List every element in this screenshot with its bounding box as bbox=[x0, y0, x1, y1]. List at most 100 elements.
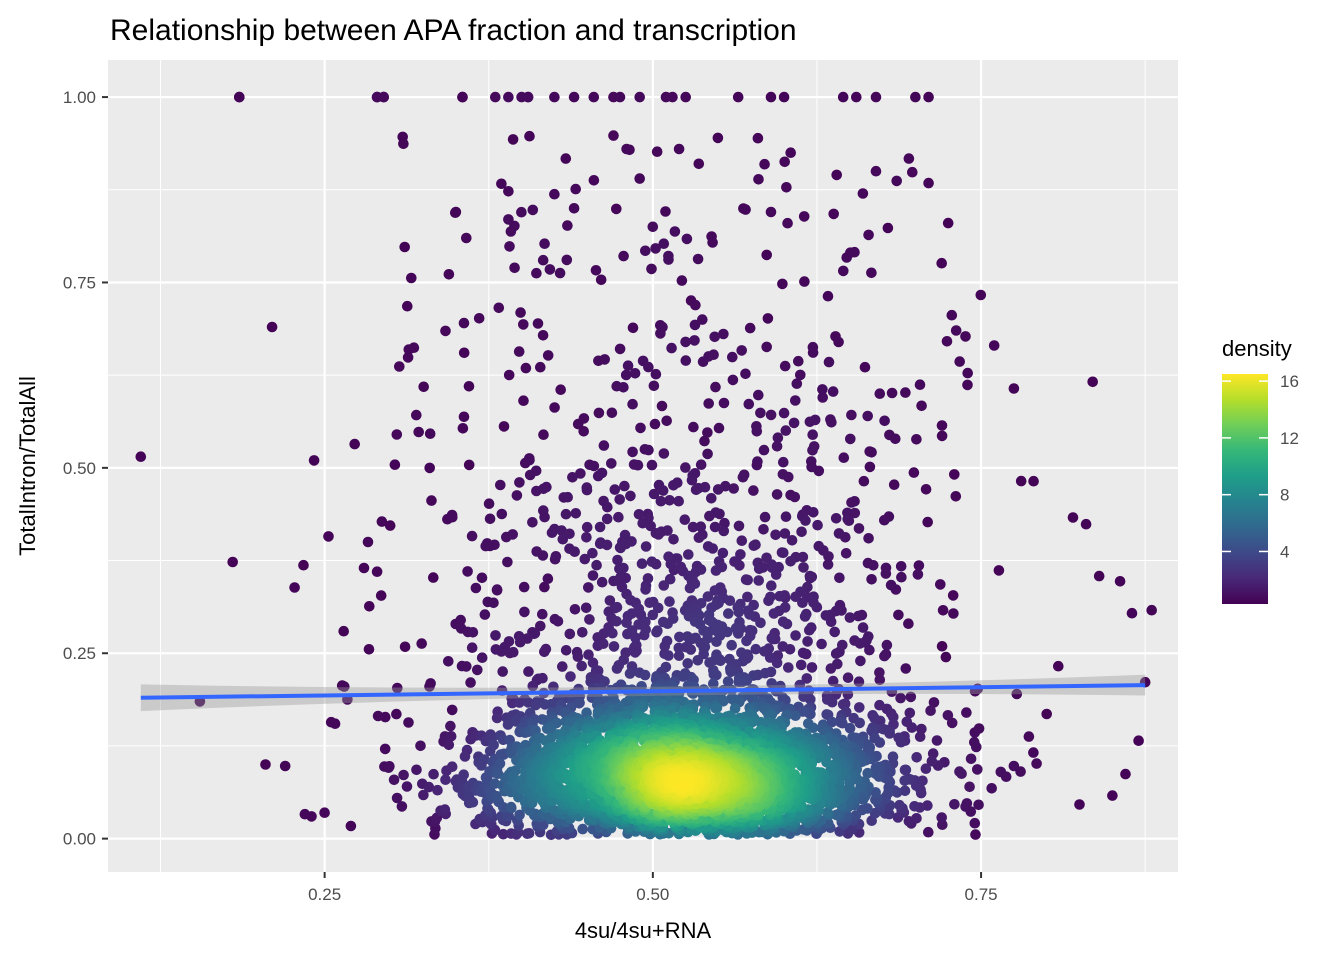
data-point bbox=[692, 253, 704, 265]
data-point bbox=[530, 725, 541, 736]
data-point bbox=[1011, 688, 1023, 700]
data-point bbox=[845, 433, 856, 445]
data-point bbox=[519, 606, 530, 618]
data-point bbox=[595, 274, 607, 286]
data-point bbox=[926, 756, 938, 767]
data-point bbox=[614, 702, 625, 713]
data-point bbox=[376, 516, 388, 527]
data-point bbox=[620, 538, 632, 550]
data-point bbox=[227, 556, 238, 568]
data-point bbox=[961, 798, 973, 809]
data-point bbox=[609, 484, 621, 495]
data-point bbox=[388, 774, 400, 786]
data-point bbox=[702, 591, 714, 602]
data-point bbox=[606, 407, 618, 419]
data-point bbox=[402, 300, 413, 312]
data-point bbox=[771, 489, 783, 500]
data-point bbox=[874, 674, 886, 686]
data-point bbox=[308, 455, 320, 466]
data-point bbox=[577, 627, 588, 638]
data-point bbox=[505, 801, 517, 813]
data-point bbox=[432, 784, 443, 796]
data-point bbox=[900, 387, 911, 398]
data-point bbox=[634, 173, 645, 184]
data-point bbox=[621, 617, 632, 628]
data-point bbox=[673, 650, 685, 661]
data-point bbox=[488, 597, 499, 609]
y-tick-label: 0.75 bbox=[63, 273, 96, 292]
data-point bbox=[648, 380, 660, 392]
data-point bbox=[740, 574, 752, 585]
data-point bbox=[554, 267, 566, 279]
data-point bbox=[710, 565, 722, 576]
data-point bbox=[763, 595, 774, 607]
data-point bbox=[911, 752, 922, 763]
data-point bbox=[518, 581, 530, 593]
data-point bbox=[687, 521, 699, 533]
data-point bbox=[768, 608, 780, 619]
data-point bbox=[578, 426, 589, 437]
data-point bbox=[961, 707, 972, 718]
data-point bbox=[908, 467, 920, 478]
data-point bbox=[339, 681, 350, 692]
data-point bbox=[391, 708, 402, 720]
data-point bbox=[541, 481, 552, 493]
data-point bbox=[323, 531, 334, 542]
data-point bbox=[759, 511, 771, 523]
data-point bbox=[840, 548, 852, 559]
data-point bbox=[834, 572, 845, 584]
data-point bbox=[806, 662, 818, 673]
data-point bbox=[458, 317, 470, 329]
data-point bbox=[561, 254, 573, 266]
data-point bbox=[338, 625, 350, 637]
data-point bbox=[925, 705, 936, 716]
data-point bbox=[497, 666, 509, 677]
data-point bbox=[856, 804, 868, 816]
data-point bbox=[503, 369, 515, 381]
data-point bbox=[891, 175, 902, 187]
data-point bbox=[531, 267, 542, 279]
data-point bbox=[503, 186, 514, 197]
data-point bbox=[796, 526, 807, 538]
data-point bbox=[523, 666, 534, 677]
data-point bbox=[372, 710, 384, 722]
data-point bbox=[827, 386, 839, 397]
data-point bbox=[660, 91, 672, 103]
data-point bbox=[808, 597, 819, 608]
data-point bbox=[627, 322, 639, 334]
data-point bbox=[445, 720, 456, 732]
data-point bbox=[988, 340, 1000, 351]
data-point bbox=[391, 429, 403, 440]
data-point bbox=[949, 799, 960, 810]
data-point bbox=[647, 609, 659, 621]
data-point bbox=[904, 707, 916, 719]
data-point bbox=[782, 217, 793, 229]
data-point bbox=[611, 663, 623, 674]
data-point bbox=[753, 174, 764, 185]
data-point bbox=[755, 407, 766, 419]
data-point bbox=[608, 130, 619, 141]
data-point bbox=[424, 462, 436, 474]
data-point bbox=[583, 582, 594, 593]
data-point bbox=[975, 289, 987, 301]
data-point bbox=[515, 307, 526, 318]
data-point bbox=[954, 356, 965, 367]
data-point bbox=[762, 313, 774, 324]
data-point bbox=[1080, 518, 1092, 530]
data-point bbox=[826, 716, 838, 728]
data-point bbox=[646, 459, 658, 471]
data-point bbox=[684, 582, 696, 594]
chart-title: Relationship between APA fraction and tr… bbox=[110, 14, 797, 47]
trend-line bbox=[140, 683, 1146, 700]
data-point bbox=[476, 652, 488, 663]
data-point bbox=[713, 422, 725, 434]
data-point bbox=[629, 368, 641, 379]
data-point bbox=[970, 829, 981, 840]
data-point bbox=[472, 664, 483, 676]
data-point bbox=[895, 692, 906, 704]
data-point bbox=[753, 389, 764, 401]
data-point bbox=[730, 622, 742, 634]
data-point bbox=[884, 429, 895, 441]
data-point bbox=[971, 741, 982, 753]
data-point bbox=[378, 91, 390, 103]
